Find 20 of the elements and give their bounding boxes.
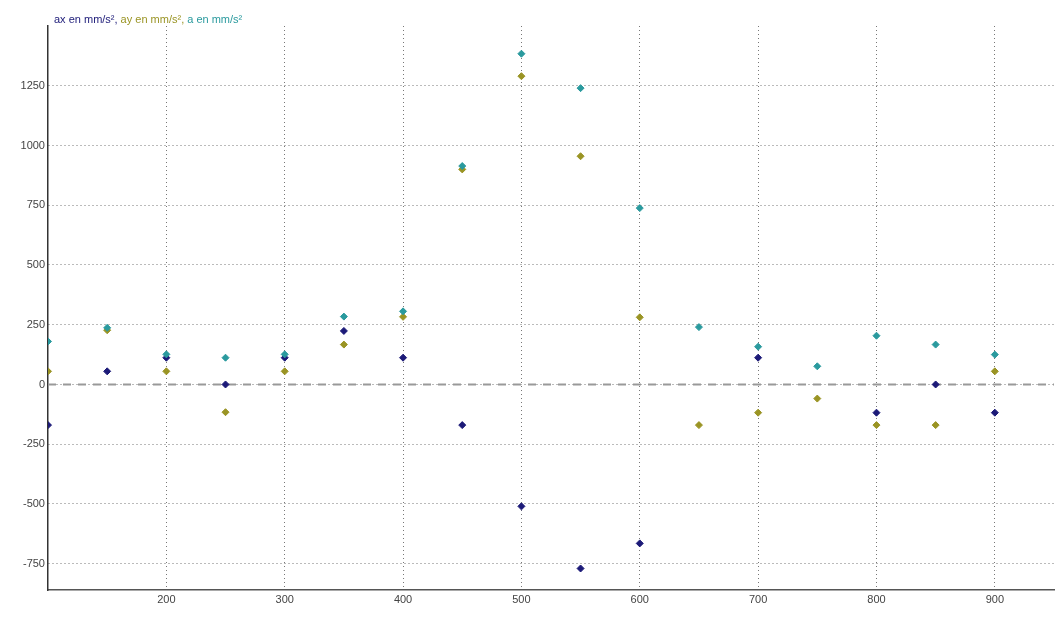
- text: ax en mm/s²,: [54, 13, 121, 26]
- x-tick-label: 700: [748, 592, 768, 605]
- text: ay en mm/s²,: [120, 13, 188, 26]
- x-tick-label: 900: [985, 592, 1004, 605]
- y-tick-label: -500: [22, 497, 45, 509]
- y-tick-label: 500: [26, 258, 45, 271]
- y-tick-label: -250: [22, 437, 45, 450]
- x-tick-label: 600: [630, 592, 649, 605]
- y-tick-label: -750: [22, 556, 45, 569]
- y-tick-label: 250: [26, 317, 45, 330]
- x-tick-label: 800: [867, 592, 886, 605]
- text: a en mm/s²: [187, 13, 243, 26]
- y-tick-label: 750: [26, 198, 45, 211]
- y-tick-label: 1000: [20, 138, 45, 151]
- y-tick-label: 0: [38, 377, 45, 390]
- x-tick-label: 400: [393, 592, 413, 605]
- y-tick-label: 1250: [20, 78, 45, 91]
- x-tick-label: 300: [275, 592, 294, 605]
- x-tick-label: 200: [157, 592, 176, 605]
- x-tick-label: 500: [512, 592, 531, 605]
